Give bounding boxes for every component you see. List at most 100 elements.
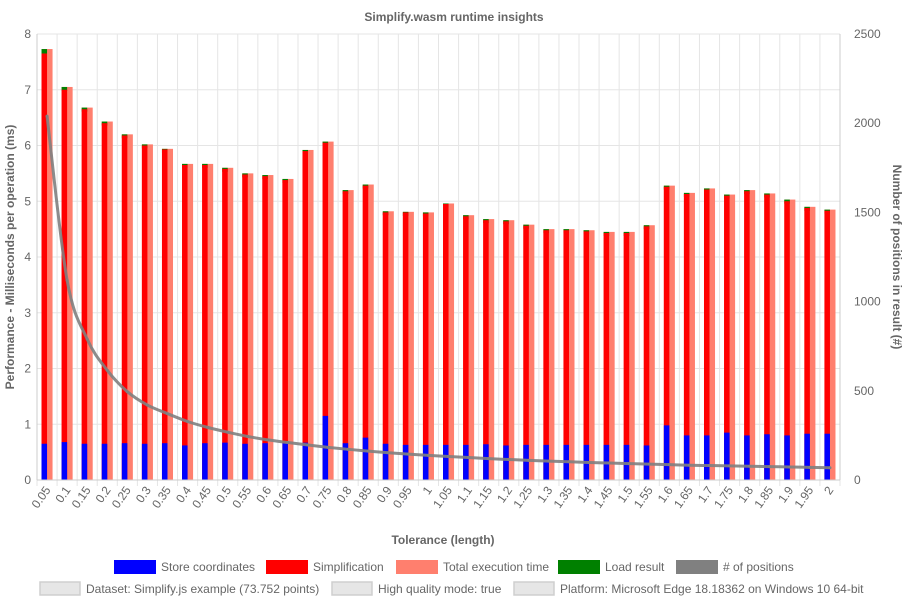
legend-swatch: [676, 560, 718, 574]
bar-store: [744, 435, 750, 480]
bar-simplification: [523, 225, 529, 480]
bar-store: [483, 444, 489, 480]
y2-tick-label: 0: [854, 473, 861, 487]
positions-point: [246, 434, 250, 438]
bar-store: [804, 433, 810, 480]
positions-point: [547, 459, 551, 463]
bar-simplification: [563, 230, 569, 480]
bar-simplification: [342, 191, 349, 480]
bar-store: [443, 444, 449, 480]
positions-point: [426, 453, 430, 457]
x-tick-label: 1.75: [711, 483, 736, 510]
x-tick-label: 1.85: [751, 483, 776, 510]
bar-simplification: [141, 145, 148, 480]
y-tick-label: 2: [24, 362, 31, 376]
x-tick-label: 0.85: [350, 483, 375, 510]
x-tick-label: 1.05: [430, 483, 455, 510]
bar-simplification: [402, 212, 409, 480]
positions-point: [165, 412, 169, 416]
legend-info-item: High quality mode: true: [331, 581, 502, 596]
positions-point: [587, 461, 591, 465]
bar-simplification: [302, 151, 309, 480]
x-tick-label: 0.15: [69, 483, 94, 510]
y2-tick-label: 2000: [854, 116, 881, 130]
bar-load: [41, 49, 48, 54]
positions-point: [406, 452, 410, 456]
x-tick-label: 0.75: [310, 483, 335, 510]
positions-point: [105, 368, 109, 372]
x-tick-label: 1.55: [631, 483, 656, 510]
bar-store: [242, 443, 248, 480]
y-tick-label: 3: [24, 306, 31, 320]
positions-point: [467, 456, 471, 460]
positions-point: [607, 461, 611, 465]
x-tick-label: 1.65: [671, 483, 696, 510]
x-tick-label: 2: [821, 483, 836, 497]
bar-store: [161, 443, 168, 480]
legend-item: Total execution time: [396, 560, 549, 574]
positions-line: [45, 114, 832, 470]
bar-load: [61, 86, 68, 91]
positions-point: [286, 441, 290, 445]
bar-store: [222, 442, 228, 480]
x-tick-label: 0.25: [109, 483, 134, 510]
bar-simplification: [804, 207, 810, 480]
positions-point: [226, 430, 230, 434]
bar-simplification: [824, 210, 830, 481]
y-tick-label: 8: [24, 27, 31, 41]
legend: Store coordinates Simplification Total exe…: [39, 560, 864, 596]
bar-store: [101, 443, 108, 480]
legend-label: # of positions: [723, 560, 794, 574]
bar-store: [382, 443, 389, 480]
positions-point: [728, 464, 732, 468]
bar-simplification: [764, 194, 770, 480]
positions-point: [45, 114, 49, 118]
y-tick-label: 4: [24, 250, 31, 264]
legend-info-label: Platform: Microsoft Edge 18.18362 on Win…: [560, 582, 864, 596]
bar-store: [342, 443, 349, 480]
bar-simplification: [61, 89, 68, 480]
y2-tick-label: 1500: [854, 205, 881, 219]
bar-store: [61, 442, 68, 480]
bar-simplification: [161, 149, 168, 480]
bar-simplification: [101, 123, 108, 480]
x-tick-label: 1.25: [510, 483, 535, 510]
legend-info-swatch: [331, 581, 373, 596]
bar-simplification: [121, 135, 128, 480]
x-tick-label: 0.95: [390, 483, 415, 510]
x-tick-label: 0.05: [29, 483, 54, 510]
bar-store: [824, 433, 830, 480]
bar-simplification: [81, 109, 88, 480]
legend-item: Simplification: [266, 560, 384, 574]
bar-simplification: [543, 230, 549, 480]
bar-simplification: [583, 231, 590, 480]
bar-simplification: [703, 189, 710, 481]
legend-label: Total execution time: [443, 560, 549, 574]
positions-point: [186, 419, 190, 423]
y2-tick-label: 2500: [854, 27, 881, 41]
positions-point: [768, 465, 772, 469]
legend-info-label: High quality mode: true: [378, 582, 502, 596]
bar-simplification: [282, 180, 288, 480]
positions-point: [145, 403, 149, 407]
x-axis-label: Tolerance (length): [391, 533, 494, 547]
y2-axis-label: Number of positions in result (#): [890, 165, 904, 350]
legend-swatch: [266, 560, 308, 574]
bar-store: [764, 434, 770, 480]
y2-tick-label: 1000: [854, 295, 881, 309]
bar-simplification: [503, 221, 509, 480]
bar-simplification: [182, 165, 188, 480]
bar-store: [463, 444, 469, 480]
positions-point: [687, 463, 691, 467]
bar-simplification: [643, 226, 650, 480]
bar-simplification: [724, 195, 730, 481]
x-tick-label: 0.65: [270, 483, 295, 510]
bar-simplification: [683, 194, 690, 480]
bars: [41, 49, 836, 481]
gridlines: [36, 33, 841, 486]
positions-point: [708, 464, 712, 468]
bar-store: [663, 425, 670, 480]
legend-label: Store coordinates: [161, 560, 255, 574]
y-tick-label: 1: [24, 417, 31, 431]
positions-point: [647, 462, 651, 466]
